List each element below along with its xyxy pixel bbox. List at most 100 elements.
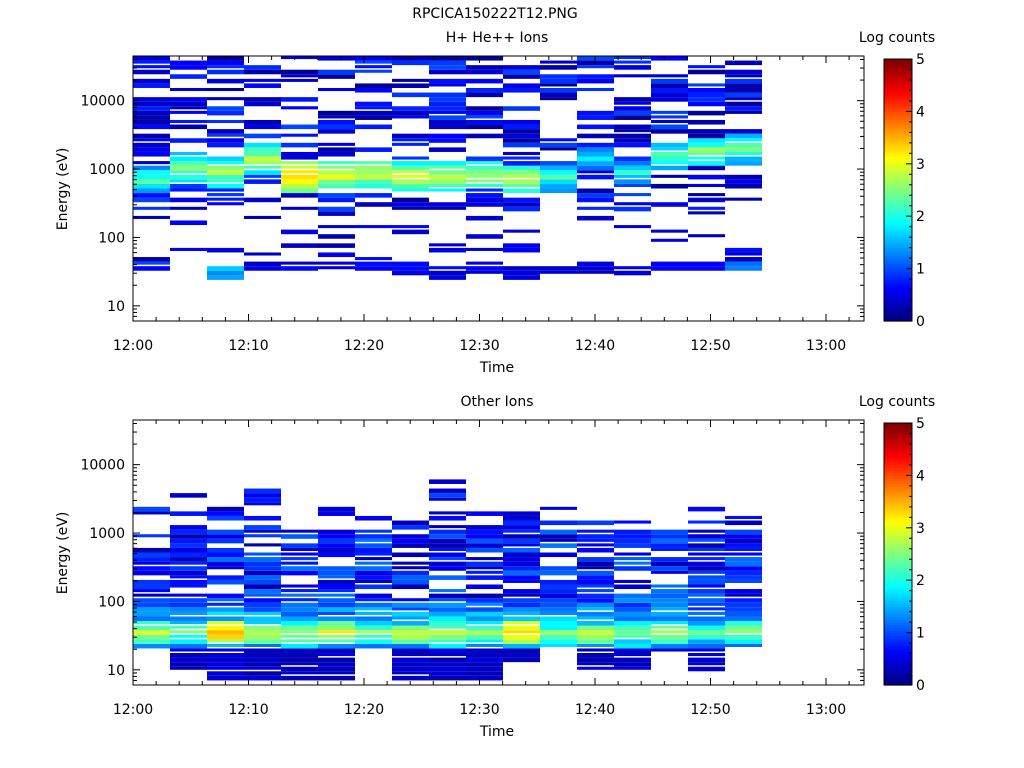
heatmap-cell (244, 657, 281, 663)
colorbar-tick-label: 4 (916, 104, 925, 120)
heatmap-cell (466, 266, 503, 271)
heatmap-cell (725, 557, 762, 562)
heatmap-cell (429, 170, 466, 175)
heatmap-cell (392, 552, 429, 558)
colorbar-step (884, 205, 912, 209)
heatmap-cell (688, 561, 725, 567)
colorbar-step (884, 538, 912, 542)
heatmap-cell (133, 197, 170, 203)
colorbar-tick-label: 2 (916, 209, 925, 225)
heatmap-cell (466, 648, 503, 654)
heatmap-cell (170, 161, 207, 166)
heatmap-cell (725, 252, 762, 256)
heatmap-cell (577, 662, 614, 666)
colorbar-step (884, 106, 912, 110)
x-tick-label: 12:10 (228, 702, 268, 718)
heatmap-cell (392, 161, 429, 166)
heatmap-cell (207, 119, 244, 124)
heatmap-cell (429, 671, 466, 676)
heatmap-cell (466, 202, 503, 207)
heatmap-cell (725, 151, 762, 156)
colorbar-step (884, 609, 912, 613)
heatmap-cell (429, 124, 466, 130)
heatmap-cell (429, 188, 466, 192)
heatmap-cell (133, 561, 170, 565)
heatmap-cell (207, 87, 244, 92)
heatmap-cell (392, 520, 429, 526)
colorbar-step (884, 572, 912, 576)
heatmap-cell (466, 529, 503, 535)
heatmap-cell (355, 543, 392, 548)
heatmap-cell (577, 653, 614, 658)
heatmap-cell (244, 529, 281, 533)
colorbar-step (884, 268, 912, 272)
heatmap-cell (355, 110, 392, 116)
heatmap-cell (318, 570, 355, 576)
heatmap-cell (244, 534, 281, 538)
heatmap-cell (207, 602, 244, 606)
heatmap-cell (429, 266, 466, 270)
colorbar-step (884, 85, 912, 89)
heatmap-cell (429, 78, 466, 84)
heatmap-cell (318, 671, 355, 675)
heatmap-cell (651, 630, 688, 634)
heatmap-cell (651, 83, 688, 88)
colorbar-step (884, 457, 912, 461)
heatmap-cell (614, 97, 651, 102)
heatmap-cell (244, 97, 281, 102)
heatmap-cell (244, 630, 281, 635)
colorbar-step (884, 509, 912, 513)
heatmap-cell (503, 648, 540, 654)
heatmap-cell (392, 643, 429, 649)
heatmap-cell (503, 616, 540, 622)
heatmap-cell (429, 657, 466, 663)
heatmap-cell (540, 92, 577, 98)
heatmap-cell (392, 165, 429, 171)
heatmap-cell (429, 206, 466, 210)
colorbar-step (884, 653, 912, 657)
heatmap-cell (577, 174, 614, 180)
heatmap-cell (281, 625, 318, 631)
heatmap-cell (281, 634, 318, 638)
heatmap-cell (318, 266, 355, 270)
heatmap-cell (207, 575, 244, 580)
heatmap-cell (133, 170, 170, 175)
heatmap-cell (466, 261, 503, 265)
heatmap-cell (355, 625, 392, 631)
heatmap-cell (355, 616, 392, 622)
heatmap-cell (540, 506, 577, 510)
heatmap-cell (207, 188, 244, 192)
heatmap-cell (577, 557, 614, 562)
colorbar-step (884, 93, 912, 97)
heatmap-cell (207, 60, 244, 66)
heatmap-cell (244, 69, 281, 75)
heatmap-cell (651, 621, 688, 625)
heatmap-cell (318, 602, 355, 608)
heatmap-cell (577, 566, 614, 570)
heatmap-cell (207, 97, 244, 101)
heatmap-cell (170, 662, 207, 667)
heatmap-cell (614, 266, 651, 270)
heatmap-cell (466, 87, 503, 93)
heatmap-cell (355, 579, 392, 583)
heatmap-cell (170, 87, 207, 92)
heatmap-cell (133, 602, 170, 608)
heatmap-cell (207, 529, 244, 535)
heatmap-cell (170, 60, 207, 66)
heatmap-cell (207, 247, 244, 253)
colorbar-step (884, 441, 912, 445)
heatmap-cell (540, 607, 577, 612)
heatmap-cell (725, 257, 762, 262)
heatmap-cell (688, 634, 725, 640)
heatmap-cell (651, 74, 688, 78)
x-tick-label: 12:30 (459, 702, 499, 718)
colorbar-step (884, 525, 912, 529)
heatmap-cell (614, 156, 651, 162)
heatmap-cell (466, 621, 503, 625)
heatmap-cell (244, 634, 281, 640)
heatmap-cell (170, 653, 207, 658)
heatmap-cell (133, 625, 170, 631)
heatmap-cell (281, 151, 318, 157)
heatmap-cell (318, 115, 355, 119)
heatmap-cell (170, 220, 207, 226)
